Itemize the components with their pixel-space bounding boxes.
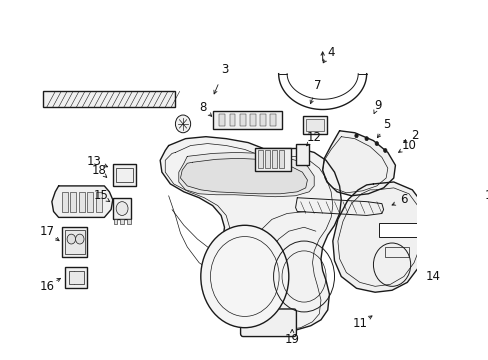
Circle shape [116,202,128,215]
Bar [254,148,290,171]
Text: 12: 12 [306,131,321,144]
Polygon shape [160,137,341,332]
Text: 1: 1 [484,189,488,202]
Bar [127,219,130,224]
Bar [79,192,85,212]
Bar [113,198,131,219]
Bar [271,150,276,168]
Text: 19: 19 [284,333,299,346]
Text: 5: 5 [383,118,390,131]
Bar [264,150,270,168]
Bar [260,114,265,126]
Bar [378,223,417,237]
Text: 16: 16 [39,280,54,293]
Polygon shape [179,152,314,197]
FancyBboxPatch shape [240,309,296,337]
Circle shape [383,148,386,152]
Text: 13: 13 [86,155,102,168]
Text: 9: 9 [373,99,381,112]
Text: 14: 14 [424,270,439,283]
Bar [43,91,174,107]
Text: 2: 2 [410,129,418,142]
Bar [62,192,68,212]
Bar [270,114,276,126]
Circle shape [67,234,76,244]
Bar [295,144,308,165]
Bar [113,219,117,224]
Text: 18: 18 [92,164,106,177]
Text: 10: 10 [401,139,416,152]
Circle shape [354,134,358,138]
Text: 6: 6 [399,193,407,206]
Polygon shape [322,131,395,196]
Bar [303,116,326,134]
Text: 4: 4 [326,45,334,59]
Bar [229,114,235,126]
Bar [219,114,225,126]
Polygon shape [180,158,307,194]
Bar [69,271,84,284]
Bar [258,150,263,168]
Polygon shape [332,182,427,292]
Bar [113,164,136,186]
Bar [305,119,324,131]
Text: 8: 8 [199,101,206,114]
Text: 15: 15 [93,189,108,202]
Circle shape [201,225,288,328]
Circle shape [76,234,84,244]
Bar [70,192,76,212]
Bar [116,168,133,182]
Bar [64,230,85,254]
Bar [65,267,87,288]
Bar [239,114,245,126]
Bar [385,247,408,257]
Polygon shape [295,198,383,215]
Text: 11: 11 [352,317,366,330]
Circle shape [364,137,367,141]
Text: 7: 7 [313,79,321,92]
Circle shape [374,141,378,145]
Polygon shape [52,186,113,217]
Bar [120,219,123,224]
Bar [96,192,102,212]
Text: 17: 17 [39,225,54,238]
Bar [249,114,255,126]
Bar [212,111,282,129]
Bar [87,192,93,212]
Bar [278,150,283,168]
Circle shape [175,115,190,133]
Bar [62,227,87,257]
Text: 3: 3 [221,63,228,76]
